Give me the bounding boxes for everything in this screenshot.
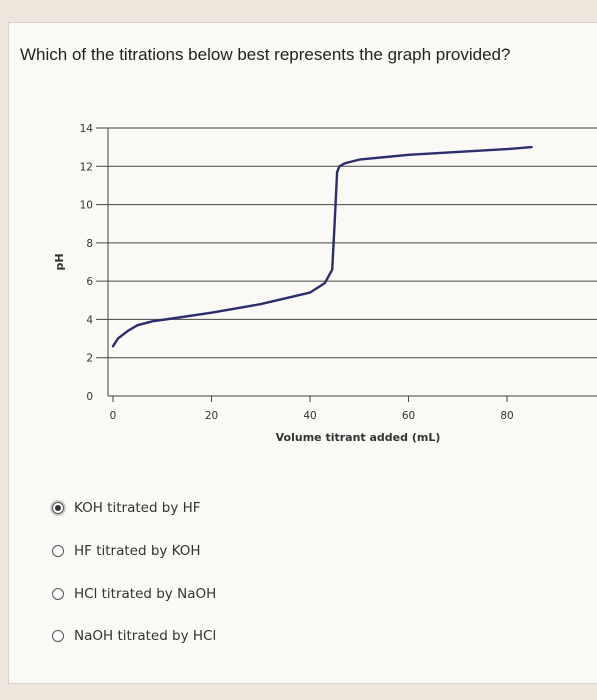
titration-curve <box>111 145 533 348</box>
radio-button[interactable] <box>52 545 64 557</box>
option-naoh-by-hcl[interactable]: NaOH titrated by HCl <box>52 624 312 648</box>
y-tick-label: 14 <box>80 123 94 135</box>
option-label: HCl titrated by NaOH <box>74 586 217 602</box>
option-label: KOH titrated by HF <box>74 500 201 516</box>
radio-button[interactable] <box>52 588 64 600</box>
y-tick-label: 4 <box>86 314 93 326</box>
y-tick-label: 8 <box>86 238 93 250</box>
option-label: NaOH titrated by HCl <box>74 628 217 644</box>
y-axis-label: pH <box>53 253 66 270</box>
x-tick-label: 80 <box>500 410 513 422</box>
radio-button[interactable] <box>52 502 64 514</box>
x-axis-label: Volume titrant added (mL) <box>276 431 441 444</box>
question-card <box>8 22 597 684</box>
option-hcl-by-naoh[interactable]: HCl titrated by NaOH <box>52 582 312 606</box>
option-hf-by-koh[interactable]: HF titrated by KOH <box>52 539 312 563</box>
x-tick-label: 40 <box>303 410 316 422</box>
titration-chart: 1412108642002040608010Volume titrant add… <box>53 123 597 444</box>
y-tick-label: 6 <box>86 276 93 288</box>
option-koh-by-hf[interactable]: KOH titrated by HF <box>52 496 312 520</box>
y-tick-label: 0 <box>86 391 93 403</box>
radio-button[interactable] <box>52 630 64 642</box>
option-label: HF titrated by KOH <box>74 543 201 559</box>
y-tick-label: 2 <box>86 353 93 365</box>
question-text: Which of the titrations below best repre… <box>20 45 511 64</box>
y-tick-label: 12 <box>80 161 93 173</box>
x-tick-label: 20 <box>205 410 218 422</box>
x-tick-label: 60 <box>402 410 415 422</box>
x-tick-label: 0 <box>110 410 117 422</box>
y-tick-label: 10 <box>80 200 93 212</box>
